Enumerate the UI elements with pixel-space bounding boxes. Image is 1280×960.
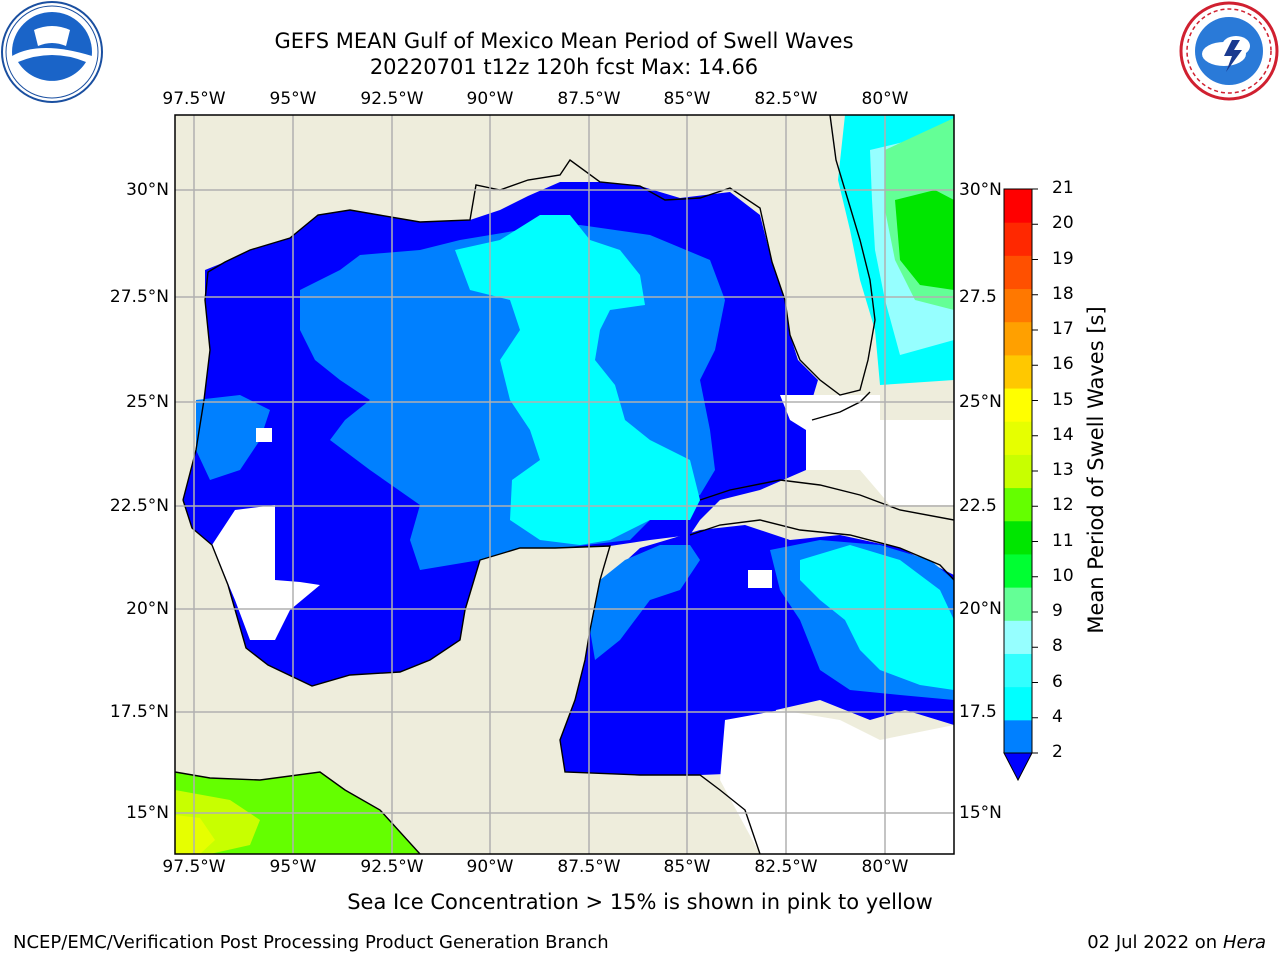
colorbar-segment — [1004, 487, 1032, 522]
colorbar-segment — [1004, 354, 1032, 389]
map-frame — [174, 114, 955, 855]
colorbar-segment — [1004, 321, 1032, 356]
lon-label-bottom-82-5w: 82.5°W — [754, 857, 818, 877]
coastlines — [175, 115, 954, 854]
colorbar-tick-label: 8 — [1052, 636, 1063, 657]
lon-label-bottom-92-5w: 92.5°W — [360, 857, 424, 877]
colorbar-tick-label: 19 — [1052, 248, 1074, 269]
colorbar-tick-label: 20 — [1052, 213, 1074, 234]
colorbar-segment — [1004, 255, 1032, 290]
lon-label-bottom-95w: 95°W — [269, 857, 317, 877]
colorbar-tick-label: 21 — [1052, 178, 1074, 198]
colorbar-tick-label: 2 — [1052, 742, 1063, 762]
footer-date: 02 Jul 2022 on Hera — [1087, 932, 1266, 953]
colorbar-segment — [1004, 388, 1032, 422]
title-line-1: GEFS MEAN Gulf of Mexico Mean Period of … — [274, 29, 854, 53]
lon-label-bottom-90w: 90°W — [466, 857, 514, 877]
lat-label-left-30n: 30°N — [126, 180, 169, 200]
lon-label-top-85w: 85°W — [663, 89, 711, 109]
footer-credit: NCEP/EMC/Verification Post Processing Pr… — [13, 932, 609, 953]
colorbar-segment — [1004, 653, 1032, 688]
lat-label-left-22-5n: 22.5°N — [109, 496, 169, 516]
colorbar-tick-label: 15 — [1052, 389, 1074, 410]
colorbar-tick-label: 6 — [1052, 671, 1063, 692]
colorbar-segment — [1004, 520, 1032, 555]
footer-host: Hera — [1222, 932, 1266, 953]
lat-label-left-17-5n: 17.5°N — [109, 702, 169, 722]
colorbar-tick-label: 13 — [1052, 460, 1074, 480]
colorbar-tick-label: 4 — [1052, 706, 1063, 727]
lat-label-right-17-5n: 17.5 — [959, 702, 997, 722]
colorbar-tick-label: 11 — [1052, 530, 1074, 551]
no-data-patch-cuba — [748, 570, 772, 588]
lat-label-right-15n: 15°N — [959, 803, 1002, 823]
swell-band-10-11 — [895, 190, 954, 290]
colorbar-segment — [1004, 719, 1032, 754]
colorbar-tick-label: 14 — [1052, 424, 1074, 445]
lat-label-right-20n: 20°N — [959, 599, 1002, 619]
swell-band-2-4-west — [196, 395, 270, 480]
colorbar-tick-label: 18 — [1052, 283, 1074, 304]
lat-label-right-22-5n: 22.5 — [959, 496, 997, 516]
gridlines — [175, 115, 954, 854]
colorbar-extend-triangle — [1003, 752, 1033, 782]
colorbar-segment — [1004, 553, 1032, 588]
lat-label-left-27-5n: 27.5°N — [109, 287, 169, 307]
colorbar-segment — [1004, 288, 1032, 323]
swell-band-14-15 — [175, 815, 215, 854]
colorbar-tick-label: 9 — [1052, 601, 1063, 621]
lon-label-top-95w: 95°W — [269, 89, 317, 109]
colorbar-tick-label: 12 — [1052, 495, 1074, 516]
colorbar-segment — [1004, 189, 1032, 223]
lon-label-top-97-5w: 97.5°W — [162, 89, 226, 109]
noaa-logo-icon — [0, 0, 104, 104]
no-data-patch-small — [256, 428, 272, 442]
colorbar-tick-label: 17 — [1052, 319, 1074, 339]
lat-label-left-15n: 15°N — [126, 803, 169, 823]
lat-label-right-30n: 30°N — [959, 180, 1002, 200]
no-data-patch-carib — [720, 710, 954, 854]
colorbar-segment — [1004, 587, 1032, 621]
colorbar-segment — [1004, 620, 1032, 654]
colorbar — [1003, 188, 1038, 782]
lon-label-top-87-5w: 87.5°W — [557, 89, 621, 109]
colorbar-segment — [1004, 421, 1032, 455]
lon-label-bottom-87-5w: 87.5°W — [557, 857, 621, 877]
lat-label-right-25n: 25°N — [959, 392, 1002, 412]
footer-date-text: 02 Jul 2022 on — [1087, 932, 1223, 953]
colorbar-title: Mean Period of Swell Waves [s] — [1084, 306, 1108, 634]
lat-label-left-25n: 25°N — [126, 392, 169, 412]
lon-label-top-80w: 80°W — [861, 89, 909, 109]
title-line-2: 20220701 t12z 120h fcst Max: 14.66 — [369, 55, 759, 79]
lat-label-right-27-5n: 27.5 — [959, 287, 997, 307]
lat-label-left-20n: 20°N — [126, 599, 169, 619]
nws-logo-icon — [1178, 0, 1280, 102]
colorbar-tick-label: 16 — [1052, 354, 1074, 375]
lon-label-top-90w: 90°W — [466, 89, 514, 109]
lon-label-bottom-80w: 80°W — [861, 857, 909, 877]
colorbar-segment — [1004, 686, 1032, 721]
no-data-patch-keys — [780, 395, 954, 505]
swell-band-4-6-carib — [800, 545, 954, 690]
lon-label-top-82-5w: 82.5°W — [754, 89, 818, 109]
sea-ice-note: Sea Ice Concentration > 15% is shown in … — [347, 890, 933, 914]
lon-label-bottom-97-5w: 97.5°W — [162, 857, 226, 877]
colorbar-segment — [1004, 222, 1032, 256]
lon-label-top-92-5w: 92.5°W — [360, 89, 424, 109]
lon-label-bottom-85w: 85°W — [663, 857, 711, 877]
colorbar-tick-label: 10 — [1052, 565, 1074, 586]
swell-band-2-4-carib — [590, 545, 700, 660]
colorbar-segment — [1004, 454, 1032, 489]
